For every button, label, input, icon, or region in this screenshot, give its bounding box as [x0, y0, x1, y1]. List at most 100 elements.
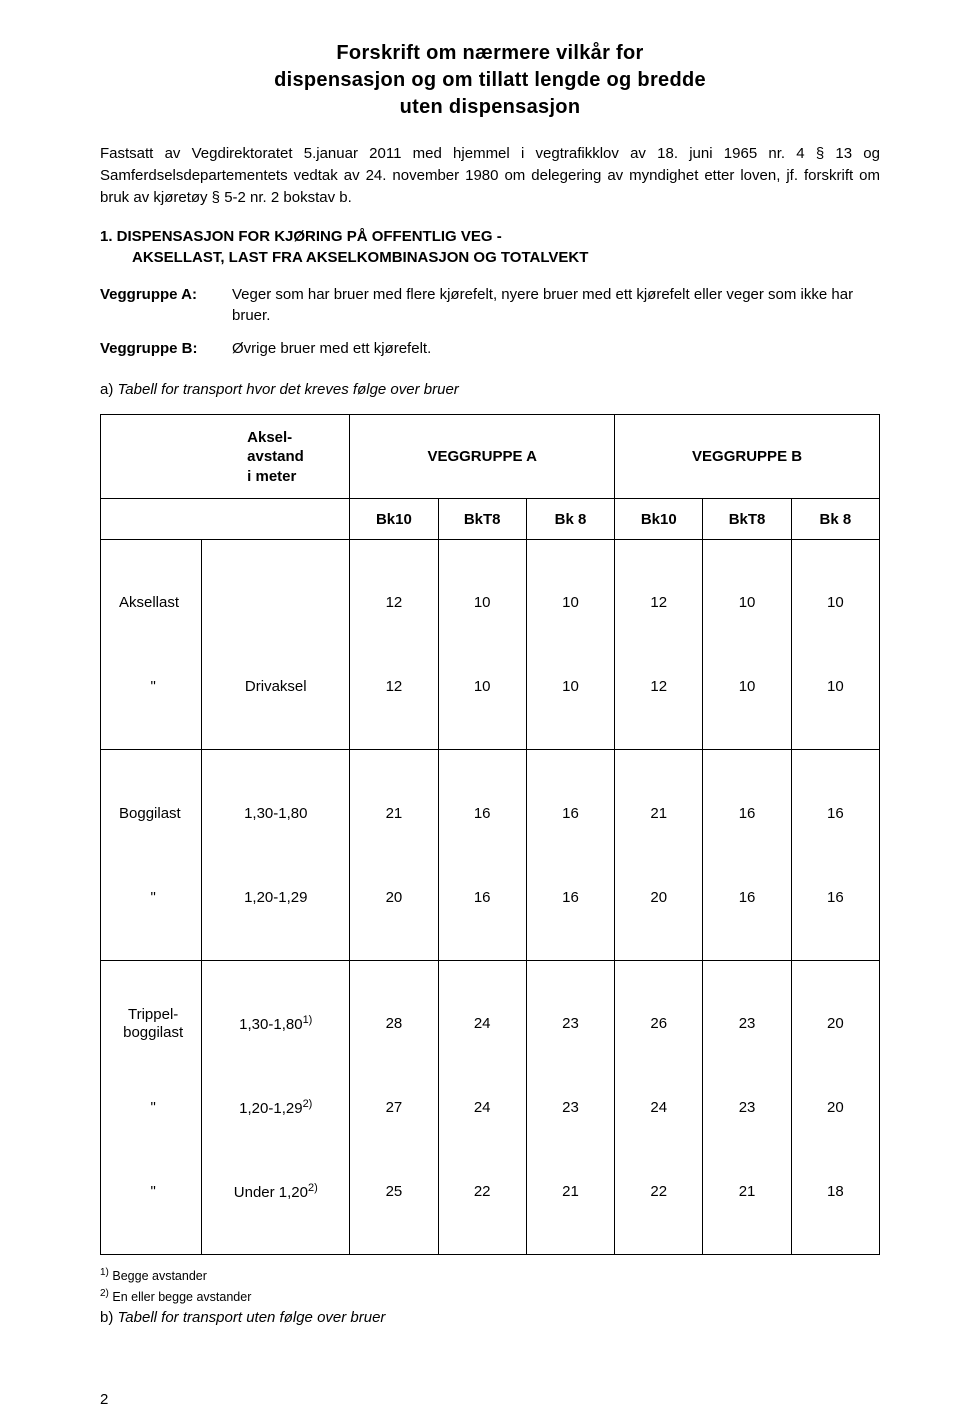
- table-row: Boggilast 1,30-1,80 21 16 16 21 16 16: [101, 792, 880, 834]
- cell: 16: [438, 792, 526, 834]
- table-row: " 1,20-1,292) 27 24 23 24 23 20: [101, 1087, 880, 1129]
- trippel-l1: Trippel-: [128, 1006, 178, 1023]
- cell: 10: [438, 582, 526, 624]
- cell: 10: [703, 582, 791, 624]
- section-number-title: 1. DISPENSASJON FOR KJØRING PÅ OFFENTLIG…: [100, 228, 502, 245]
- veggruppe-b-body: Øvrige bruer med ett kjørefelt.: [232, 338, 880, 359]
- aksel-l3: i meter: [247, 468, 296, 485]
- veggruppe-b-row: Veggruppe B: Øvrige bruer med ett kjøref…: [100, 338, 880, 359]
- cell: 12: [350, 666, 438, 708]
- trippel-label: Trippel- boggilast: [101, 1003, 202, 1045]
- bk-3: Bk10: [615, 499, 703, 539]
- bk-2: Bk 8: [526, 499, 614, 539]
- cell: 20: [615, 876, 703, 918]
- trippel-r1-sup: 1): [303, 1014, 313, 1026]
- aksel-l2: avstand: [247, 448, 304, 465]
- caption-a-letter: a): [100, 381, 113, 398]
- cell: 10: [526, 582, 614, 624]
- ditto: ": [101, 1171, 202, 1213]
- cell: 23: [703, 1087, 791, 1129]
- cell: 12: [350, 582, 438, 624]
- table-caption-b: b) Tabell for transport uten følge over …: [100, 1309, 880, 1326]
- page-number: 2: [100, 1391, 108, 1408]
- trippel-block: Trippel- boggilast 1,30-1,801) 28 24 23 …: [100, 961, 880, 1256]
- cell: 16: [526, 876, 614, 918]
- trippel-l2: boggilast: [123, 1024, 183, 1041]
- caption-a-rest: Tabell for transport hvor det kreves føl…: [113, 381, 458, 398]
- trippel-r1-sub-val: 1,30-1,80: [239, 1016, 302, 1033]
- cell: 21: [615, 792, 703, 834]
- cell: 16: [703, 792, 791, 834]
- cell: 16: [703, 876, 791, 918]
- aksel-l1: Aksel-: [247, 429, 292, 446]
- cell: 28: [350, 1003, 438, 1045]
- trippel-r2-sub-val: 1,20-1,29: [239, 1100, 302, 1117]
- cell: 23: [526, 1003, 614, 1045]
- ditto: ": [101, 666, 202, 708]
- table-row: Aksellast 12 10 10 12 10 10: [101, 582, 880, 624]
- cell: 20: [350, 876, 438, 918]
- cell: 21: [703, 1171, 791, 1213]
- title-line-3: uten dispensasjon: [400, 96, 581, 118]
- section-subtitle: AKSELLAST, LAST FRA AKSELKOMBINASJON OG …: [100, 247, 880, 268]
- cell: 10: [791, 582, 879, 624]
- aksellast-label: Aksellast: [101, 582, 202, 624]
- bk-5: Bk 8: [791, 499, 879, 539]
- veggruppe-a-body: Veger som har bruer med flere kjørefelt,…: [232, 284, 880, 326]
- ditto: ": [101, 1087, 202, 1129]
- veggruppe-a-label: Veggruppe A:: [100, 284, 232, 326]
- cell: 10: [526, 666, 614, 708]
- cell: 10: [791, 666, 879, 708]
- aksellast-block: Aksellast 12 10 10 12 10 10 " Drivaksel …: [100, 540, 880, 751]
- caption-b-rest: Tabell for transport uten følge over bru…: [113, 1309, 385, 1326]
- cell: 16: [438, 876, 526, 918]
- cell: 24: [438, 1087, 526, 1129]
- footnote-1-text: Begge avstander: [109, 1269, 207, 1283]
- table-row: " Drivaksel 12 10 10 12 10 10: [101, 666, 880, 708]
- trippel-r3-sup: 2): [308, 1182, 318, 1194]
- table-header: Aksel- avstand i meter VEGGRUPPE A VEGGR…: [100, 414, 880, 499]
- cell: 21: [526, 1171, 614, 1213]
- table-subheader: Bk10 BkT8 Bk 8 Bk10 BkT8 Bk 8: [100, 499, 880, 540]
- cell: 10: [703, 666, 791, 708]
- table-row: Trippel- boggilast 1,30-1,801) 28 24 23 …: [101, 1003, 880, 1045]
- table-row: " Under 1,202) 25 22 21 22 21 18: [101, 1171, 880, 1213]
- header-group-b: VEGGRUPPE B: [615, 415, 880, 499]
- table-row: " 1,20-1,29 20 16 16 20 16 16: [101, 876, 880, 918]
- cell: 26: [615, 1003, 703, 1045]
- header-empty: [101, 415, 202, 499]
- veggruppe-b-label: Veggruppe B:: [100, 338, 232, 359]
- table-caption-a: a) Tabell for transport hvor det kreves …: [100, 381, 880, 398]
- cell: 21: [350, 792, 438, 834]
- footnotes: 1) Begge avstander 2) En eller begge avs…: [100, 1265, 880, 1307]
- boggilast-block: Boggilast 1,30-1,80 21 16 16 21 16 16 " …: [100, 750, 880, 961]
- footnote-2: 2) En eller begge avstander: [100, 1286, 880, 1307]
- bk-0: Bk10: [350, 499, 438, 539]
- cell: 24: [438, 1003, 526, 1045]
- cell: 20: [791, 1003, 879, 1045]
- trippel-r1-sub: 1,30-1,801): [202, 1003, 350, 1045]
- cell: 12: [615, 666, 703, 708]
- bk-4: BkT8: [703, 499, 791, 539]
- cell: 27: [350, 1087, 438, 1129]
- cell: 12: [615, 582, 703, 624]
- cell: 18: [791, 1171, 879, 1213]
- boggilast-r1-sub: 1,30-1,80: [202, 792, 350, 834]
- veggruppe-a-row: Veggruppe A: Veger som har bruer med fle…: [100, 284, 880, 326]
- title-line-2: dispensasjon og om tillatt lengde og bre…: [274, 69, 706, 91]
- cell: 22: [615, 1171, 703, 1213]
- cell: 24: [615, 1087, 703, 1129]
- cell: 20: [791, 1087, 879, 1129]
- trippel-r3-sub: Under 1,202): [202, 1171, 350, 1213]
- aksellast-sub-empty: [202, 582, 350, 624]
- cell: 16: [791, 876, 879, 918]
- cell: 16: [526, 792, 614, 834]
- cell: 23: [526, 1087, 614, 1129]
- bk-1: BkT8: [438, 499, 526, 539]
- footnote-1: 1) Begge avstander: [100, 1265, 880, 1286]
- trippel-r3-sub-val: Under 1,20: [234, 1184, 308, 1201]
- subheader-empty: [101, 499, 350, 539]
- cell: 23: [703, 1003, 791, 1045]
- drivaksel-label: Drivaksel: [202, 666, 350, 708]
- trippel-r2-sub: 1,20-1,292): [202, 1087, 350, 1129]
